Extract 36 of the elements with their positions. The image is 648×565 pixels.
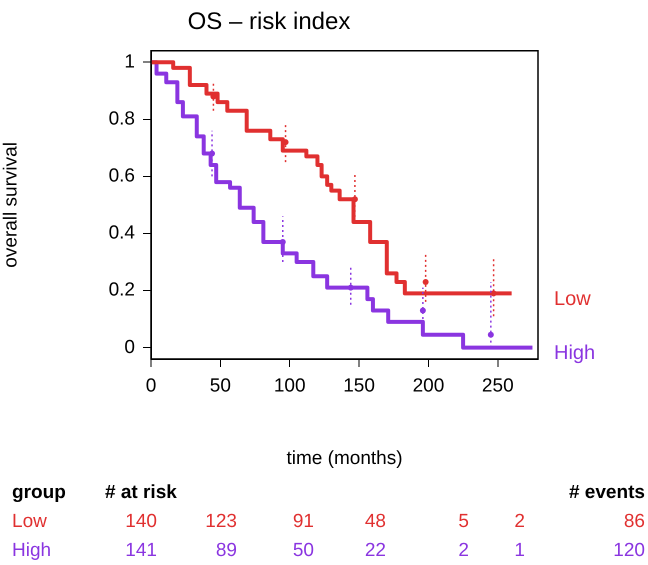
text: 89 [216,540,237,561]
text: # events [568,482,645,504]
text: 140 [125,511,157,532]
text: 48 [364,511,386,532]
y-tick-label: 1 [124,51,135,72]
text: 2 [458,540,469,561]
text: 123 [205,511,237,532]
text: 50 [292,540,314,561]
text: 22 [364,540,386,561]
x-tick-label: 200 [412,376,444,397]
text: group [12,482,66,504]
text: 86 [624,511,645,532]
text: Low [12,511,47,532]
x-tick-label: 0 [146,376,156,397]
y-tick-label: 0 [124,336,135,358]
chart-title: OS – risk index [188,8,350,36]
text: Low [554,288,592,310]
x-tick-label: 250 [482,376,514,397]
x-axis-title: time (months) [286,448,403,469]
y-axis-title: overall survival [0,142,22,268]
y-tick-label: 0.2 [108,280,135,301]
y-tick-label: 0.8 [108,108,135,130]
text: 2 [514,511,525,532]
x-tick-label: 50 [210,376,231,397]
text: High [12,540,52,561]
text: 1 [514,540,525,561]
text: 91 [292,511,314,532]
x-tick-label: 100 [274,376,306,397]
text: 5 [458,511,469,532]
text: # at risk [105,482,177,504]
y-tick-label: 0.6 [108,166,135,187]
y-tick-label: 0.4 [108,222,136,244]
x-tick-label: 150 [343,376,375,397]
series-label: High [554,342,596,364]
text: 141 [125,540,157,561]
text: 120 [613,540,645,561]
